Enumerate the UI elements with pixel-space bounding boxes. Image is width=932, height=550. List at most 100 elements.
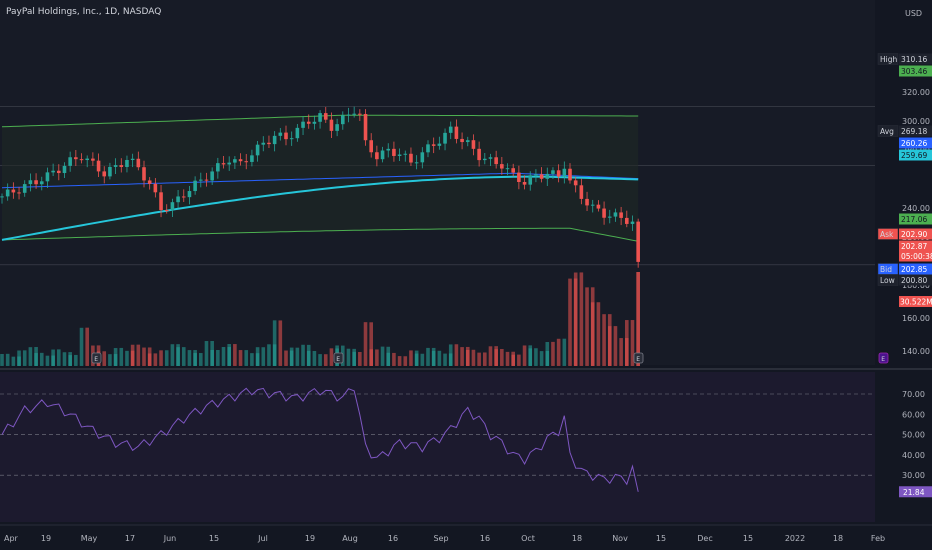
price-label-value: 259.69	[901, 151, 927, 160]
price-label: 217.06	[899, 213, 932, 225]
volume-bar	[602, 314, 606, 366]
time-tick-label: May	[81, 534, 98, 543]
candle-body	[289, 138, 294, 140]
volume-bar	[153, 353, 158, 366]
volume-bar	[204, 341, 209, 366]
volume-bar	[272, 320, 277, 366]
volume-bar	[522, 345, 527, 366]
price-label-bg	[899, 250, 932, 262]
price-label: Bid 202.85	[877, 263, 932, 275]
time-tick-label: Aug	[342, 534, 358, 543]
candle-body	[613, 212, 618, 217]
volume-bar	[556, 338, 561, 366]
candle-body	[85, 158, 89, 161]
candle-body	[358, 113, 362, 115]
volume-bar	[477, 352, 481, 366]
volume-bar	[483, 352, 487, 366]
volume-bar	[414, 353, 419, 366]
volume-label-bg	[899, 296, 932, 307]
time-tick-label: Jul	[257, 534, 268, 543]
volume-bar	[193, 353, 197, 366]
price-label-bg	[899, 240, 932, 252]
candle-body	[17, 192, 21, 194]
candle-body	[625, 217, 629, 224]
rsi-tick-label: 30.00	[902, 471, 925, 480]
volume-bar	[278, 320, 283, 366]
volume-bar	[500, 349, 504, 366]
candle-body	[483, 158, 487, 161]
price-tick-label: 140.00	[902, 347, 930, 356]
candle-body	[380, 150, 385, 160]
volume-bar	[375, 349, 379, 366]
candle-body	[590, 204, 595, 206]
candle-body	[306, 121, 311, 124]
time-tick-label: 15	[743, 534, 753, 543]
volume-bar	[181, 347, 186, 366]
candle-body	[568, 168, 572, 181]
candle-body	[607, 216, 612, 218]
price-label-key: Low	[880, 276, 895, 285]
volume-bar	[471, 349, 476, 366]
rsi-tick-label: 50.00	[902, 431, 925, 440]
volume-bar	[363, 322, 368, 366]
volume-bar	[352, 351, 356, 366]
candle-body	[556, 170, 561, 177]
volume-bar	[443, 353, 447, 366]
candle-body	[130, 158, 135, 160]
candle-body	[62, 165, 67, 174]
candle-body	[465, 140, 470, 143]
earnings-label: E	[94, 356, 98, 363]
candle-body	[51, 170, 55, 173]
candle-body	[79, 159, 84, 161]
candle-body	[346, 114, 351, 116]
earnings-icon	[333, 352, 344, 364]
price-label-value: 200.80	[901, 276, 927, 285]
time-tick-label: 19	[305, 534, 315, 543]
volume-bar	[5, 353, 10, 366]
volume-bar	[596, 302, 601, 366]
candle-body	[227, 162, 231, 165]
candle-body	[74, 157, 78, 160]
chart-title: PayPal Holdings, Inc., 1D, NASDAQ	[6, 7, 161, 17]
volume-bar	[221, 347, 226, 366]
rsi-pane[interactable]	[0, 372, 875, 522]
time-tick-label: 18	[572, 534, 582, 543]
price-label-key: Ask	[880, 230, 894, 239]
candle-body	[11, 189, 16, 193]
candle-body	[352, 113, 356, 115]
volume-bar	[119, 347, 124, 366]
volume-bar	[238, 350, 243, 366]
rsi-tick-label: 60.00	[902, 410, 925, 419]
volume-bar	[216, 350, 220, 366]
volume-bar	[630, 320, 635, 366]
candle-body	[301, 121, 305, 128]
candle-body	[295, 127, 300, 139]
volume-bar	[318, 354, 322, 366]
earnings-icon	[633, 352, 644, 364]
currency-label[interactable]: USD	[905, 9, 922, 18]
time-tick-label: 15	[656, 534, 666, 543]
candle-body	[511, 168, 515, 173]
price-label-key: High	[880, 55, 897, 64]
volume-bar	[267, 344, 271, 366]
candle-body	[119, 165, 124, 168]
time-tick-label: 2022	[785, 534, 805, 543]
candle-body	[579, 185, 584, 199]
price-label-value: 05:00:38	[901, 252, 932, 261]
candle-body	[312, 121, 317, 124]
candle-body	[147, 180, 152, 184]
earnings-marker: E	[633, 352, 644, 364]
candle-body	[91, 158, 95, 161]
volume-bar	[79, 327, 84, 366]
candle-body	[181, 196, 186, 198]
candle-body	[278, 132, 283, 136]
price-pane[interactable]	[0, 0, 875, 365]
volume-bar	[625, 320, 629, 366]
volume-bar	[454, 344, 459, 366]
volume-bar	[295, 347, 300, 366]
candle-body	[323, 113, 328, 120]
candle-body	[113, 165, 118, 167]
price-label-key: Avg	[880, 127, 894, 136]
volume-bar	[511, 354, 515, 366]
